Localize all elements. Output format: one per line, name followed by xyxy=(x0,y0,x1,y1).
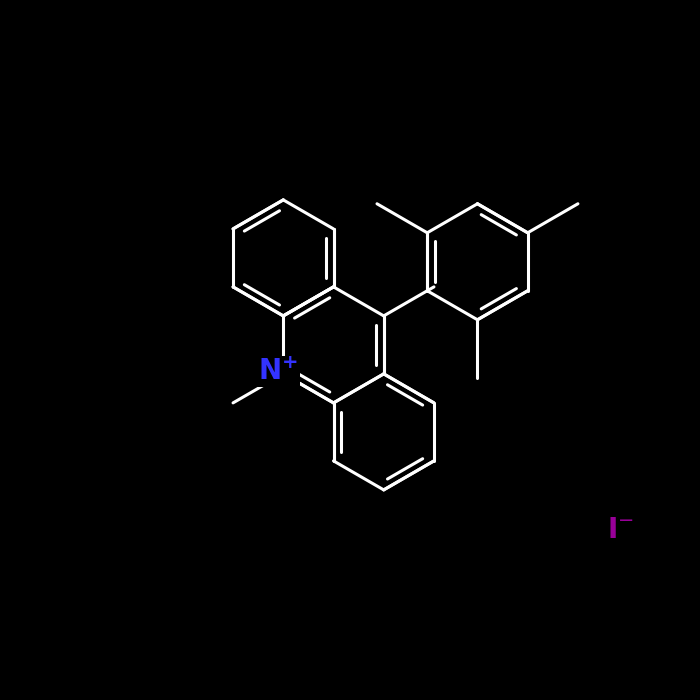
Text: I$^{-}$: I$^{-}$ xyxy=(607,516,634,544)
Text: N$\mathbf{^{+}}$: N$\mathbf{^{+}}$ xyxy=(258,358,298,386)
